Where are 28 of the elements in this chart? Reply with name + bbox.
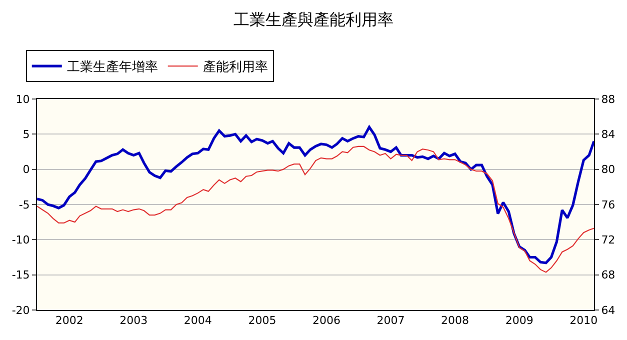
- y2-tick-label: 64: [601, 304, 616, 317]
- line-series: [37, 126, 594, 264]
- x-tick-label: 2003: [120, 314, 148, 328]
- x-tick-label: 2006: [312, 314, 340, 328]
- line-series: [37, 146, 594, 273]
- x-tick-label: 2004: [184, 314, 212, 328]
- y2-tick-label: 68: [601, 268, 616, 282]
- chart-title: 工業生產與產能利用率: [234, 10, 394, 29]
- y-tick-label: 10: [16, 92, 30, 106]
- y2-tick-label: 80: [601, 163, 616, 176]
- y-tick-label: -5: [18, 198, 30, 212]
- y2-tick-label: 88: [601, 92, 616, 106]
- y2-tick-label: 84: [601, 128, 616, 142]
- x-tick-label: 2007: [376, 314, 405, 328]
- x-tick-label: 2010: [570, 314, 598, 328]
- y-tick-label: -20: [12, 304, 30, 317]
- x-tick-label: 2009: [505, 314, 534, 328]
- legend-label: 產能利用率: [202, 59, 268, 76]
- y-tick-label: -15: [12, 268, 30, 282]
- y-tick-label: 0: [22, 163, 30, 176]
- y-tick-label: -10: [12, 234, 30, 247]
- x-tick-label: 2005: [248, 314, 276, 328]
- y-tick-label: 5: [22, 128, 30, 142]
- x-tick-label: 2002: [55, 314, 84, 328]
- x-tick-label: 2008: [440, 314, 469, 328]
- legend-label: 工業生產年增率: [66, 59, 158, 76]
- y2-tick-label: 76: [601, 198, 616, 212]
- y2-tick-label: 72: [601, 234, 616, 247]
